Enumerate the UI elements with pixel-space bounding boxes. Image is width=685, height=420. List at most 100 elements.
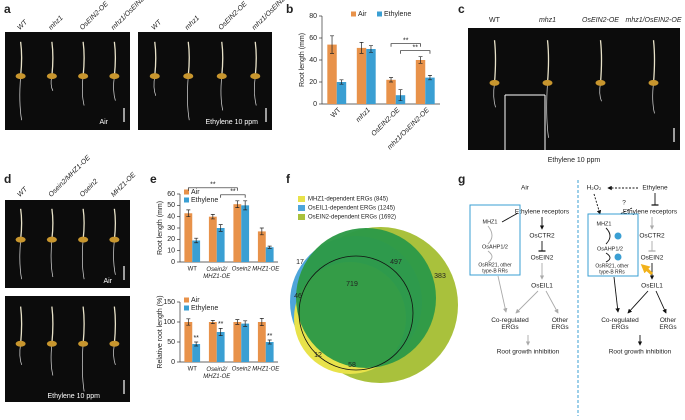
seedling-root [113, 239, 116, 275]
photo-label: mhz1 [184, 15, 201, 32]
seed [149, 73, 160, 80]
significance: ** [210, 182, 216, 189]
seedling-shoot [187, 41, 190, 77]
seed [46, 236, 57, 243]
photo-label: OsEIN2-OE [218, 0, 249, 31]
seedling-shoot [51, 41, 54, 77]
node: Co-regulated ERGs [491, 317, 529, 331]
seed [109, 340, 120, 347]
node: OsEIN2 [641, 255, 664, 262]
error-bar [235, 200, 240, 208]
x-tick-label: Osein2 [232, 267, 252, 273]
seedling-root [81, 239, 85, 280]
venn-circle [296, 228, 436, 368]
node: OsEIN2 [531, 255, 554, 262]
highlight-arrow [640, 264, 653, 276]
seedling-shoot [221, 41, 224, 77]
photo-label: WT [16, 19, 29, 32]
node: OsEIL1 [641, 283, 663, 290]
node: Root growth inhibition [609, 349, 672, 356]
node: Ethylene [642, 185, 668, 192]
legend-label: OsEIL1-dependent ERGs (1245) [308, 206, 395, 212]
y-tick-label: 40 [309, 57, 317, 64]
seedling-root [652, 82, 655, 114]
photo-label: mhz1 [539, 17, 556, 24]
legend-swatch [377, 11, 382, 17]
seed [648, 79, 659, 86]
bar [415, 60, 426, 104]
bar [386, 79, 396, 104]
seedling-shoot [652, 40, 656, 83]
y-tick-label: 20 [167, 236, 175, 243]
arrow [655, 290, 667, 314]
bar [241, 205, 250, 262]
significance-bracket [390, 43, 421, 47]
arrow [515, 290, 539, 314]
x-tick-label: MHZ1-OE [252, 267, 280, 273]
significance: ** [218, 321, 224, 328]
significance: ** [230, 189, 236, 196]
error-bar [218, 328, 223, 336]
y-axis-label: Root length (mm) [157, 201, 164, 255]
arrow [619, 207, 633, 215]
photo [138, 32, 272, 130]
photo-caption: Air [103, 278, 112, 285]
legend-swatch [298, 205, 305, 211]
seed [15, 340, 26, 347]
bar [192, 344, 201, 362]
venn-count: 58 [348, 362, 356, 369]
seedling-root [19, 239, 22, 280]
y-tick-label: 40 [167, 214, 175, 221]
link [605, 227, 611, 245]
panel-label: e [150, 172, 157, 186]
node: H₂O₂ [587, 185, 602, 192]
node: Root growth inhibition [497, 349, 560, 356]
panel-label: b [286, 2, 293, 16]
seedling-root [187, 76, 190, 121]
error-bar [267, 245, 272, 249]
link [487, 225, 493, 245]
y-tick-label: 80 [309, 13, 317, 20]
seedling-root [50, 239, 54, 278]
x-tick-label: mhz1 [355, 107, 372, 124]
seed [109, 236, 120, 243]
seed [46, 73, 57, 80]
significance-bracket [220, 194, 246, 198]
photo-label: OsEIN2-OE [582, 17, 619, 24]
venn-count: 383 [434, 273, 446, 280]
seedling-shoot [113, 306, 117, 344]
legend-swatch [298, 214, 305, 220]
legend-label: Air [191, 297, 200, 304]
bar [425, 77, 435, 104]
seed [15, 73, 26, 80]
node: OsRR21, other [595, 263, 629, 269]
phospho [614, 253, 622, 261]
bar [184, 213, 193, 262]
photo-label: WT [489, 17, 501, 24]
bar [233, 204, 242, 262]
venn-count: 17 [296, 259, 304, 266]
node: MHZ1 [597, 221, 612, 227]
significance: ** [193, 335, 199, 342]
photo-label: mhz1 [48, 15, 65, 32]
photo-caption: Air [99, 119, 108, 126]
y-axis-label: Relative root length (%) [157, 295, 164, 368]
node: MHZ1 [483, 219, 498, 225]
photo-label: MHZ1-OE [110, 171, 137, 198]
node: OsEIL1 [531, 283, 553, 290]
seed [216, 73, 227, 80]
node: Other ERGs [551, 317, 569, 331]
seed [542, 79, 553, 86]
bar [208, 216, 217, 262]
error-bar [359, 42, 364, 54]
error-bar [243, 200, 248, 211]
node: OsCTR2 [639, 233, 665, 240]
module-box [587, 213, 639, 277]
y-tick-label: 60 [167, 191, 175, 198]
link [605, 252, 611, 263]
y-tick-label: 60 [309, 35, 317, 42]
seedling-shoot [51, 306, 54, 344]
significance-bracket [187, 187, 238, 191]
condition: Air [521, 185, 530, 192]
error-bar [235, 319, 240, 325]
